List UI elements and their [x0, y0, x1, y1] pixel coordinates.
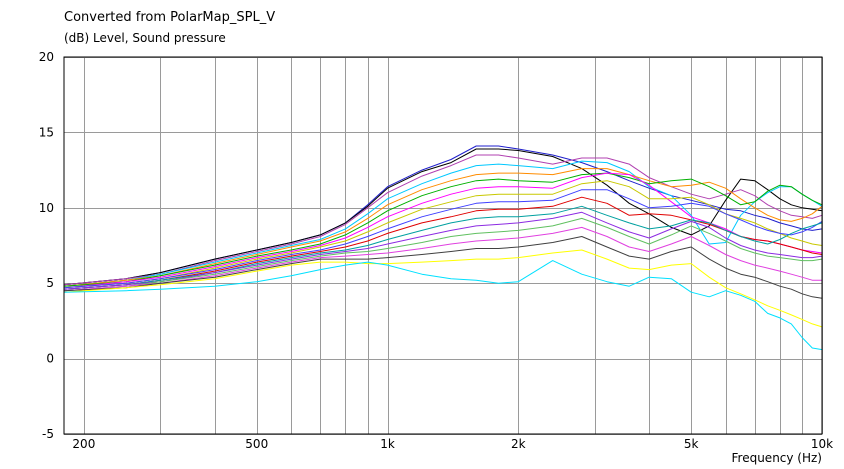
y-tick-label: 5 — [46, 276, 54, 290]
x-tick-label: 200 — [72, 437, 95, 451]
y-tick-label: -5 — [42, 427, 54, 441]
series-line-14 — [63, 226, 822, 292]
series-line-5 — [63, 168, 823, 287]
series-line-13 — [63, 217, 823, 292]
x-tick-label: 1k — [380, 437, 395, 451]
y-tick-label: 15 — [39, 125, 54, 139]
series-line-15 — [63, 236, 823, 299]
y-tick-label: 20 — [39, 50, 54, 64]
x-tick-label: 500 — [245, 437, 268, 451]
series-line-10 — [63, 196, 823, 290]
x-tick-label: 2k — [511, 437, 526, 451]
y-tick-labels: 20 15 10 5 0 -5 — [39, 50, 54, 441]
series-line-8 — [63, 180, 823, 289]
series-line-16 — [63, 249, 823, 328]
x-tick-label: 5k — [684, 437, 699, 451]
chart-title: Converted from PolarMap_SPL_V — [64, 10, 276, 25]
y-tick-label: 0 — [46, 352, 54, 366]
series-line-1 — [63, 145, 823, 286]
y-axis-label: (dB) Level, Sound pressure — [64, 31, 226, 45]
series-lines — [63, 145, 823, 351]
y-tick-label: 10 — [39, 201, 54, 215]
series-line-11 — [63, 205, 823, 290]
plot-frame — [63, 56, 823, 435]
series-line-17 — [63, 260, 823, 351]
series-line-6 — [63, 172, 823, 287]
series-line-9 — [63, 189, 823, 289]
series-line-12 — [63, 211, 823, 290]
x-axis-label: Frequency (Hz) — [732, 451, 823, 465]
x-tick-labels: 200 500 1k 2k 5k 10k — [72, 437, 833, 451]
x-tick-label: 10k — [811, 437, 833, 451]
series-line-3 — [63, 154, 823, 286]
series-line-2 — [63, 148, 823, 286]
series-line-4 — [63, 160, 823, 287]
